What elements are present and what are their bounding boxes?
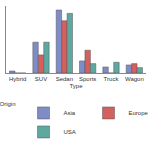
svg-text:Europe: Europe: [129, 110, 149, 116]
svg-text:Sports: Sports: [79, 76, 96, 82]
svg-text:Sedan: Sedan: [56, 76, 73, 82]
svg-text:SUV: SUV: [35, 76, 47, 82]
svg-text:Origin: Origin: [0, 101, 16, 107]
svg-text:USA: USA: [64, 129, 76, 135]
svg-text:Truck: Truck: [104, 76, 120, 82]
svg-text:Asia: Asia: [64, 110, 76, 116]
svg-text:Wagon: Wagon: [125, 76, 144, 82]
svg-text:Type: Type: [69, 83, 83, 89]
svg-text:Hybrid: Hybrid: [9, 76, 26, 82]
